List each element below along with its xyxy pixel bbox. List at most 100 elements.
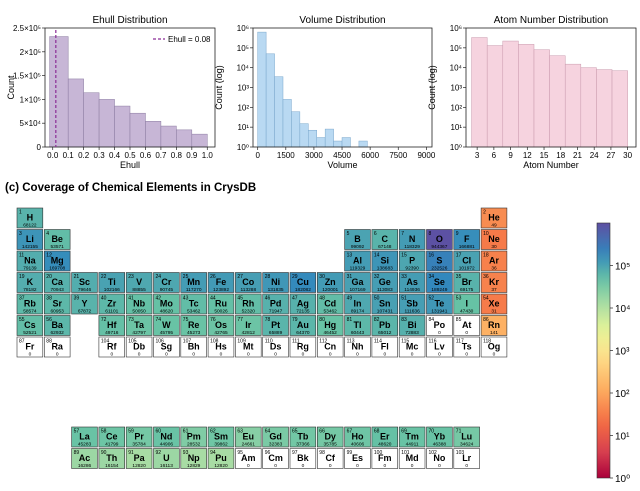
element-count: 67872 — [78, 308, 92, 314]
element-cell — [16, 207, 44, 229]
atomic-number: 72 — [101, 317, 107, 323]
atomic-number: 5 — [347, 231, 350, 237]
element-count: 70943 — [51, 287, 65, 293]
histogram-bar — [486, 45, 504, 148]
element-cell — [316, 272, 344, 293]
element-symbol: Be — [51, 234, 63, 244]
atomic-number: 98 — [319, 450, 325, 456]
atomic-number: 99 — [347, 450, 353, 456]
element-symbol: Mn — [187, 277, 200, 287]
element-symbol: Ga — [351, 277, 364, 287]
histogram-bar — [502, 40, 519, 148]
element-count: 72135 — [296, 308, 310, 314]
atomic-number: 46 — [265, 296, 271, 302]
element-symbol: N — [409, 234, 416, 244]
atomic-number: 101 — [401, 450, 410, 456]
element-symbol: Co — [242, 277, 254, 287]
y-tick-label: 10³ — [237, 84, 249, 93]
element-count: 99092 — [351, 244, 365, 250]
y-axis-label: Count (log) — [214, 65, 224, 110]
element-cell — [426, 448, 453, 469]
element-symbol: Md — [406, 453, 419, 463]
element-cell — [426, 293, 453, 315]
element-count: 52521 — [23, 330, 37, 336]
element-count: 52320 — [242, 308, 256, 314]
element-symbol: Na — [24, 256, 36, 266]
y-tick-label: 10⁵ — [450, 44, 462, 53]
element-symbol: Au — [297, 320, 309, 330]
y-tick-label: 2×10⁵ — [20, 48, 41, 57]
atomic-number: 47 — [292, 296, 298, 302]
atomic-number: 108 — [210, 339, 219, 345]
element-cell — [316, 426, 344, 448]
element-count: 42765 — [214, 330, 228, 336]
histogram-bar — [518, 44, 535, 148]
element-cell — [398, 426, 426, 448]
atomic-number: 61 — [183, 429, 189, 435]
histogram-bar — [596, 69, 613, 148]
element-count: 67148 — [378, 244, 392, 250]
element-count: 123892 — [213, 287, 229, 293]
y-tick-label: 10⁰ — [450, 143, 462, 152]
atomic-number: 75 — [183, 317, 189, 323]
atomic-number: 53 — [456, 296, 462, 302]
element-count: 944367 — [431, 244, 447, 250]
y-tick-label: 10⁰ — [237, 143, 249, 152]
element-count: 16154 — [105, 463, 119, 469]
element-symbol: Sr — [52, 299, 62, 309]
histogram-bar — [274, 76, 284, 148]
element-symbol: La — [79, 432, 90, 442]
element-count: 141 — [490, 330, 498, 336]
element-count: 0 — [465, 463, 468, 469]
element-cell — [71, 426, 98, 448]
element-count: 46452 — [324, 330, 338, 336]
colorbar-tick-label: 10⁵ — [615, 262, 630, 273]
element-symbol: U — [163, 453, 170, 463]
atomic-number: 17 — [456, 253, 462, 259]
element-count: 12829 — [187, 463, 201, 469]
element-cell — [16, 272, 44, 293]
element-cell — [426, 272, 453, 293]
element-count: 120001 — [322, 287, 338, 293]
histogram-bar — [358, 140, 368, 148]
element-count: 0 — [247, 463, 250, 469]
element-cell — [153, 293, 180, 315]
element-cell — [262, 272, 289, 293]
element-cell — [398, 250, 426, 272]
atomic-number: 23 — [128, 274, 134, 280]
element-count: 0 — [220, 351, 223, 357]
element-symbol: Lu — [461, 432, 472, 442]
element-symbol: Cr — [161, 277, 171, 287]
element-count: 64370 — [296, 330, 310, 336]
element-symbol: Te — [434, 299, 444, 309]
element-count: 50026 — [214, 308, 228, 314]
atomic-number: 69 — [401, 429, 407, 435]
element-cell — [344, 315, 371, 336]
element-cell — [316, 293, 344, 315]
element-symbol: Nh — [352, 342, 364, 352]
element-cell — [289, 336, 317, 358]
element-symbol: Ir — [245, 320, 252, 330]
element-symbol: Cl — [462, 256, 471, 266]
element-symbol: At — [462, 320, 472, 330]
x-tick-label: 1.0 — [202, 151, 214, 160]
y-tick-label: 2.5×10⁵ — [13, 24, 41, 33]
atomic-number: 109 — [237, 339, 246, 345]
element-cell — [235, 315, 262, 336]
element-symbol: H — [27, 213, 34, 223]
y-tick-label: 1×10⁵ — [20, 95, 41, 104]
element-symbol: Lv — [434, 342, 445, 352]
element-count: 169708 — [49, 265, 65, 271]
atomic-number: 41 — [128, 296, 134, 302]
atomic-number: 26 — [210, 274, 216, 280]
element-count: 0 — [438, 330, 441, 336]
element-symbol: Sc — [79, 277, 90, 287]
element-symbol: Am — [241, 453, 256, 463]
element-cell — [235, 272, 262, 293]
atomic-number: 7 — [401, 231, 404, 237]
atomic-number: 39 — [74, 296, 80, 302]
atomic-number: 45 — [237, 296, 243, 302]
element-symbol: F — [464, 234, 470, 244]
element-cell — [453, 293, 480, 315]
